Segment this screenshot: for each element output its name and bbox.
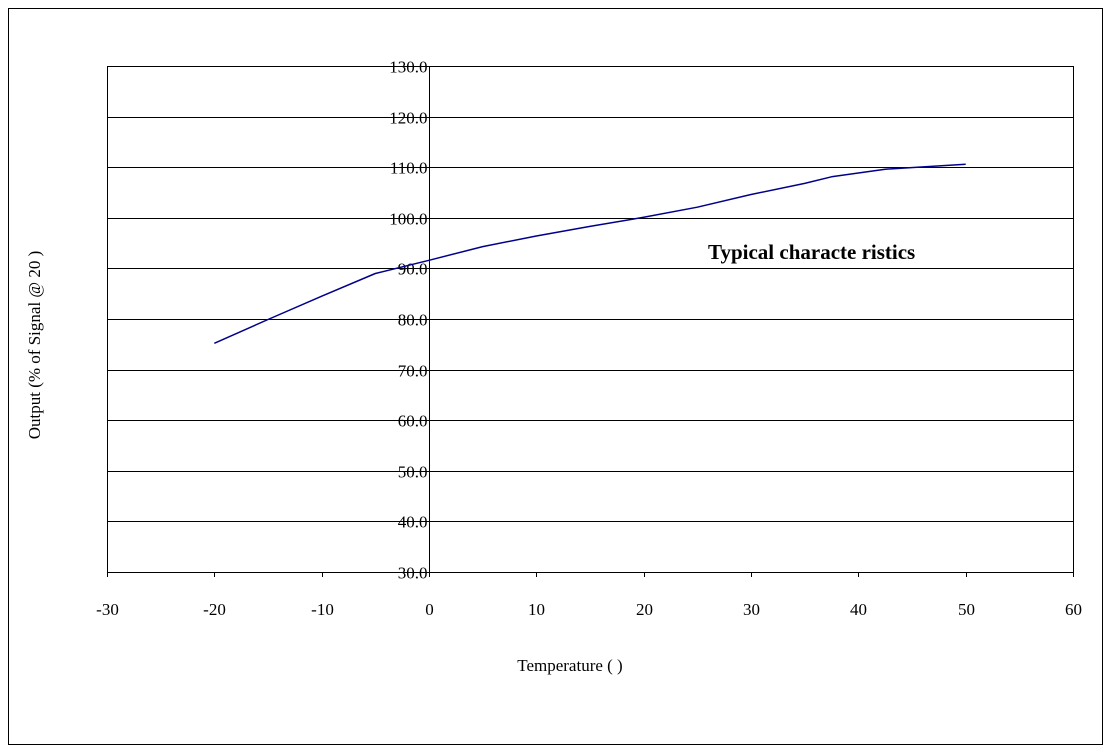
y-tick-label: 130.0 xyxy=(389,58,427,77)
x-tick-label: -30 xyxy=(96,600,119,619)
y-tick-labels: 30.0 40.0 50.0 60.0 70.0 80.0 90.0 100.0 110.0 12… xyxy=(389,58,427,583)
x-tick-label: -20 xyxy=(203,600,226,619)
x-tick-label: 60 xyxy=(1065,600,1082,619)
x-tick-label: 40 xyxy=(850,600,867,619)
x-tick-label: -10 xyxy=(311,600,334,619)
x-tick-label: 30 xyxy=(743,600,760,619)
y-tick-label: 40.0 xyxy=(398,513,428,532)
x-tick-label: 50 xyxy=(958,600,975,619)
y-tick-label: 70.0 xyxy=(398,362,428,381)
y-tick-label: 60.0 xyxy=(398,412,428,431)
series-line xyxy=(213,163,966,344)
x-tick-label: 0 xyxy=(425,600,434,619)
x-tick-labels: -30 -20 -10 0 10 20 30 40 50 60 xyxy=(96,600,1082,619)
axes xyxy=(107,66,1074,577)
y-tick-label: 50.0 xyxy=(398,463,428,482)
y-axis-title: Output (% of Signal @ 20 ) xyxy=(25,251,44,439)
chart-annotation: Typical characte ristics xyxy=(708,240,915,264)
y-tick-label: 90.0 xyxy=(398,260,428,279)
chart-border xyxy=(8,8,1103,745)
x-tick-label: 10 xyxy=(528,600,545,619)
y-tick-label: 110.0 xyxy=(390,159,428,178)
x-axis-title: Temperature ( ) xyxy=(517,656,622,675)
y-tick-label: 80.0 xyxy=(398,311,428,330)
series-lines xyxy=(213,163,966,344)
x-tick-label: 20 xyxy=(636,600,653,619)
y-tick-label: 30.0 xyxy=(398,564,428,583)
y-tick-label: 120.0 xyxy=(389,109,427,128)
y-tick-label: 100.0 xyxy=(389,210,427,229)
